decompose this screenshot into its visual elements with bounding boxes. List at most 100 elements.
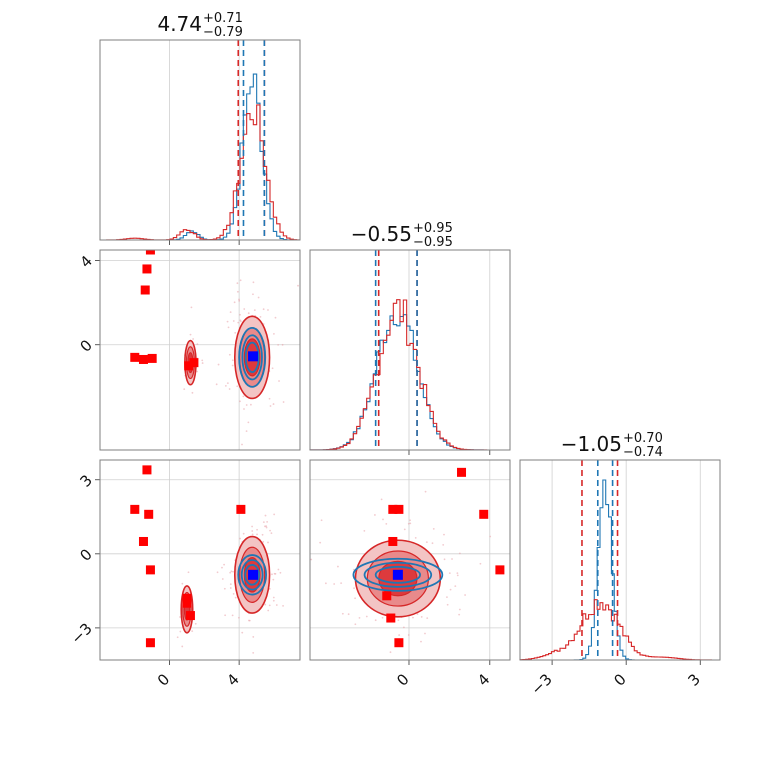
sample-dot bbox=[456, 572, 459, 575]
marker-point bbox=[182, 598, 192, 608]
sample-dot bbox=[268, 587, 271, 590]
sample-dot bbox=[264, 514, 267, 517]
sample-dot bbox=[243, 308, 246, 310]
sample-dot bbox=[277, 344, 280, 346]
contour-blue bbox=[237, 554, 267, 596]
title-plus: +0.70 bbox=[623, 431, 663, 446]
sample-dot bbox=[373, 514, 376, 516]
sample-dot bbox=[424, 632, 426, 635]
y-tick-label-p3: −3 bbox=[68, 619, 96, 647]
marker-point bbox=[394, 504, 404, 514]
sample-dot bbox=[272, 599, 275, 602]
x-tick-label-p3: −3 bbox=[527, 670, 555, 698]
sample-dot bbox=[227, 326, 230, 329]
sample-dot bbox=[374, 619, 377, 622]
sample-dot bbox=[341, 612, 344, 615]
sample-dot bbox=[256, 533, 258, 536]
sample-dot bbox=[398, 634, 401, 636]
sample-dot bbox=[223, 587, 226, 590]
sample-dot bbox=[454, 585, 457, 587]
sample-dot bbox=[232, 570, 234, 573]
title-minus: −0.79 bbox=[203, 25, 243, 40]
panel-hist-3 bbox=[519, 459, 721, 661]
marker-point bbox=[382, 591, 392, 601]
sample-dot bbox=[196, 343, 199, 346]
panel-scatter-p2-p3-frame bbox=[309, 459, 511, 661]
sample-dot bbox=[252, 636, 255, 638]
panel-hist-2 bbox=[309, 249, 511, 451]
sample-dot bbox=[252, 651, 255, 654]
sample-dot bbox=[266, 520, 269, 523]
sample-dot bbox=[385, 523, 388, 525]
sample-dot bbox=[320, 519, 323, 522]
marker-point bbox=[145, 565, 155, 575]
marker-point bbox=[130, 504, 140, 514]
sample-dot bbox=[239, 320, 242, 323]
sample-dot bbox=[245, 404, 248, 406]
marker-point bbox=[142, 264, 152, 274]
sample-dot bbox=[223, 563, 225, 566]
sample-dot bbox=[250, 403, 252, 406]
sample-dot bbox=[282, 401, 285, 403]
marker-point bbox=[145, 250, 155, 255]
marker-point bbox=[144, 509, 154, 519]
sample-dot bbox=[409, 519, 411, 522]
sample-dot bbox=[380, 498, 383, 501]
sample-dot bbox=[267, 309, 269, 311]
sample-dot bbox=[251, 530, 254, 532]
marker-point bbox=[142, 465, 152, 475]
x-tick-label-p3: 0 bbox=[610, 670, 629, 689]
sample-dot bbox=[190, 306, 193, 309]
panel-title-3: −1.05 +0.70−0.74 bbox=[561, 431, 663, 460]
panel-hist-1 bbox=[99, 39, 301, 241]
sample-dot bbox=[259, 315, 262, 318]
marker-point bbox=[185, 611, 195, 621]
sample-dot bbox=[239, 400, 241, 403]
hist-red-p3 bbox=[519, 599, 720, 661]
sample-dot bbox=[425, 541, 428, 544]
sample-dot bbox=[179, 616, 181, 618]
sample-dot bbox=[432, 527, 435, 530]
y-tick-label-p2: 0 bbox=[76, 336, 95, 355]
sample-dot bbox=[448, 572, 451, 575]
sample-dot bbox=[221, 578, 224, 580]
marker-point bbox=[236, 504, 246, 514]
marker-point bbox=[130, 352, 140, 362]
sample-dot bbox=[443, 558, 446, 561]
panel-scatter-p1-p2-frame bbox=[99, 249, 301, 451]
hist-blue-p3 bbox=[520, 479, 720, 661]
contour-blue bbox=[352, 557, 444, 592]
contour-blue bbox=[244, 341, 260, 374]
sample-dot bbox=[275, 604, 278, 606]
contour-blue bbox=[363, 561, 433, 588]
hist-blue-p2 bbox=[309, 314, 510, 451]
title-value: −0.55 bbox=[351, 222, 412, 246]
sample-dot bbox=[237, 616, 240, 619]
sample-dot bbox=[273, 332, 275, 335]
marker-point bbox=[140, 285, 150, 295]
marker-point bbox=[138, 354, 148, 364]
sample-dot bbox=[229, 571, 232, 574]
x-tick-label-p2: 4 bbox=[474, 670, 493, 689]
sample-dot bbox=[242, 395, 245, 398]
sample-dot bbox=[268, 397, 271, 400]
sample-dot bbox=[232, 592, 235, 595]
sample-dot bbox=[265, 526, 268, 529]
sample-dot bbox=[234, 331, 237, 334]
contour-blue bbox=[374, 565, 422, 584]
sample-dot bbox=[265, 525, 268, 528]
sample-dot bbox=[269, 405, 272, 407]
sample-dot bbox=[245, 430, 248, 433]
sample-dot bbox=[238, 299, 241, 302]
sample-dot bbox=[241, 443, 243, 446]
sample-dot bbox=[221, 566, 223, 569]
marker-point bbox=[145, 638, 155, 648]
hist-red-p2 bbox=[309, 299, 510, 451]
sample-dot bbox=[253, 309, 256, 312]
sample-dot bbox=[248, 619, 250, 622]
sample-dot bbox=[256, 528, 258, 531]
sample-dot bbox=[458, 613, 461, 616]
sample-dot bbox=[420, 616, 423, 618]
sample-dot bbox=[297, 284, 299, 287]
